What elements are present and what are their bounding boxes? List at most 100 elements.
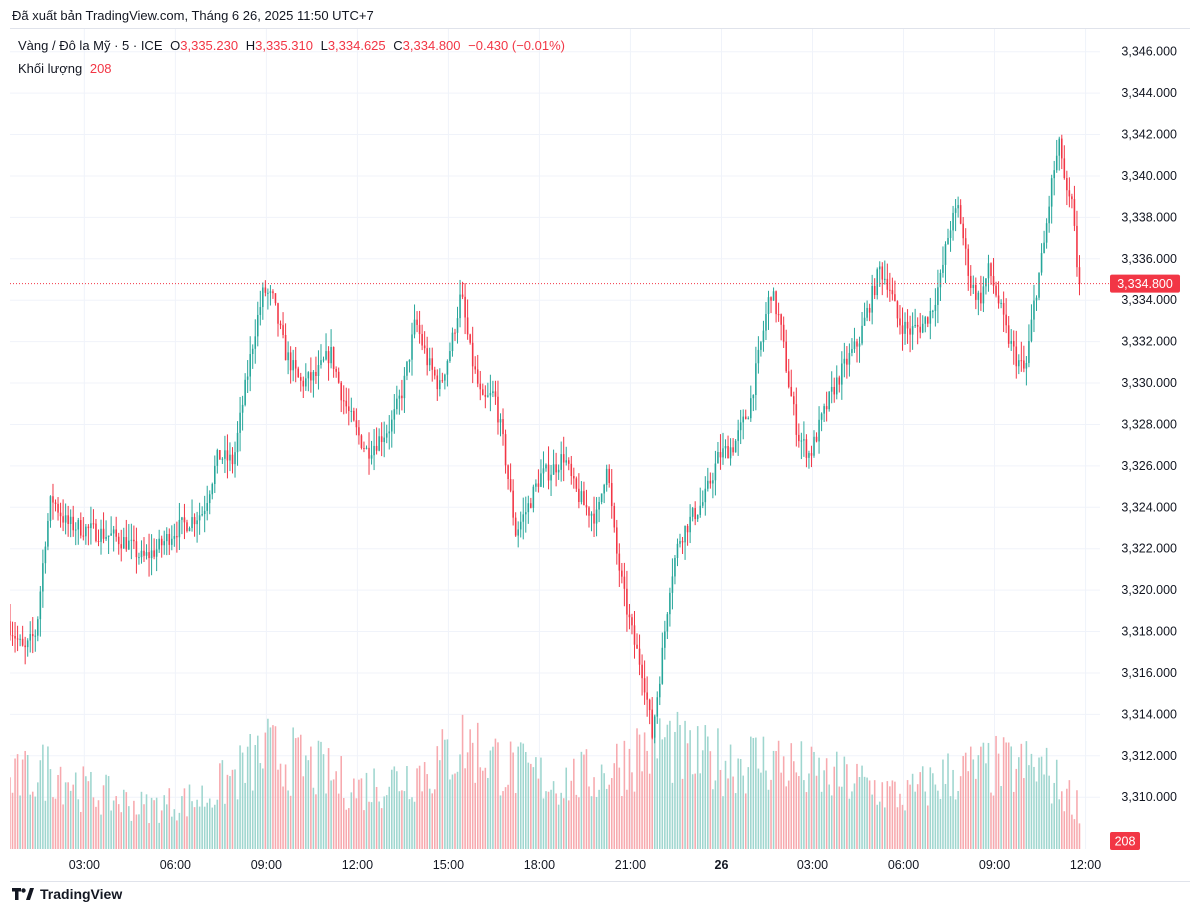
volume-bar: [29, 794, 32, 849]
volume-bar: [340, 756, 342, 849]
y-tick-label: 3,338.000: [1121, 210, 1177, 224]
volume-bar: [165, 804, 168, 849]
volume-bar: [982, 742, 985, 849]
volume-bar: [208, 798, 211, 849]
volume-bar: [188, 784, 191, 849]
volume-bar: [388, 786, 391, 849]
volume-bar: [623, 740, 626, 849]
volume-bar: [198, 806, 201, 849]
candle-body: [80, 520, 82, 536]
candle-body: [82, 535, 85, 537]
volume-bar: [246, 746, 249, 849]
volume-row: Khối lượng 208: [18, 60, 565, 77]
candle-body: [332, 346, 335, 370]
candle-body: [823, 406, 825, 414]
volume-bar: [701, 750, 704, 849]
volume-bar: [790, 743, 793, 849]
candle-body: [1015, 346, 1018, 367]
volume-bar: [532, 767, 535, 849]
candle-body: [239, 412, 241, 433]
candle-body: [873, 285, 876, 296]
candle-body: [661, 647, 664, 684]
candle-body: [696, 514, 699, 520]
volume-bar: [542, 798, 545, 849]
candle-body: [689, 516, 691, 533]
chart-canvas[interactable]: 3,310.000 3,312.000 3,314.000 3,316.000 3,31…: [10, 29, 1190, 881]
volume-bar: [196, 799, 198, 849]
candle-body: [69, 516, 72, 524]
candle-body: [294, 360, 297, 369]
y-tick-label: 3,342.000: [1121, 128, 1177, 142]
candle-body: [843, 358, 846, 364]
tradingview-logo[interactable]: TradingView: [12, 886, 122, 902]
candle-body: [74, 529, 77, 531]
candle-body: [1028, 341, 1030, 364]
candle-body: [358, 427, 360, 436]
volume-bar: [679, 724, 681, 849]
volume-bar: [44, 800, 47, 849]
candle-body: [64, 515, 67, 523]
y-tick-label: 3,318.000: [1121, 625, 1177, 639]
volume-bar: [522, 743, 525, 849]
candle-body: [246, 376, 249, 380]
tradingview-logo-icon: [12, 888, 34, 900]
volume-bar: [1040, 756, 1043, 849]
volume-bar: [942, 759, 944, 849]
candle-body: [413, 319, 416, 335]
y-tick-label: 3,344.000: [1121, 86, 1177, 100]
candle-body: [474, 366, 476, 370]
volume-bar: [557, 804, 560, 849]
volume-bar: [52, 797, 54, 849]
volume-bar: [302, 776, 305, 849]
candle-body: [85, 526, 87, 537]
volume-bar: [77, 799, 80, 849]
candle-body: [610, 483, 613, 507]
volume-bar: [39, 760, 42, 849]
volume-label[interactable]: Khối lượng: [18, 61, 83, 76]
candle-body: [145, 552, 148, 556]
candle-body: [747, 418, 750, 420]
volume-bar: [231, 769, 234, 849]
candle-body: [42, 563, 44, 592]
candle-body: [363, 447, 365, 449]
candle-body: [393, 409, 396, 420]
candle-body: [251, 348, 254, 355]
volume-bar: [426, 774, 428, 849]
chart-frame[interactable]: 3,310.000 3,312.000 3,314.000 3,316.000 3,31…: [10, 28, 1190, 882]
candle-body: [370, 455, 373, 459]
volume-bar: [262, 768, 264, 849]
volume-bar: [476, 722, 479, 849]
candle-body: [325, 351, 327, 360]
volume-bar: [626, 789, 628, 849]
candle-body: [1007, 325, 1010, 344]
candle-body: [423, 345, 426, 349]
volume-bar: [370, 802, 373, 849]
volume-bar: [904, 810, 906, 849]
volume-bar: [294, 738, 297, 849]
volume-bar: [613, 763, 616, 849]
candle-body: [813, 436, 815, 456]
candle-body: [421, 334, 423, 346]
volume-bar: [567, 800, 570, 849]
candle-body: [550, 474, 552, 481]
candle-body: [618, 553, 621, 571]
candle-body: [52, 496, 54, 503]
volume-bar: [916, 784, 919, 849]
candle-body: [148, 552, 150, 559]
candle-body: [921, 323, 924, 333]
volume-bar: [598, 789, 600, 849]
candle-body: [737, 430, 739, 441]
candle-body: [337, 371, 340, 383]
candle-body: [181, 517, 183, 520]
volume-bar: [57, 774, 59, 849]
volume-bar: [886, 781, 889, 849]
volume-bar: [894, 781, 896, 849]
candle-body: [461, 294, 464, 297]
symbol-name[interactable]: Vàng / Đô la Mỹ · 5 · ICE: [18, 38, 163, 53]
volume-bar: [421, 791, 423, 849]
candle-body: [818, 419, 820, 442]
volume-bar: [841, 786, 843, 849]
volume-bar: [995, 735, 997, 849]
candle-body: [307, 372, 310, 379]
high-value: 3,335.310: [255, 38, 313, 53]
